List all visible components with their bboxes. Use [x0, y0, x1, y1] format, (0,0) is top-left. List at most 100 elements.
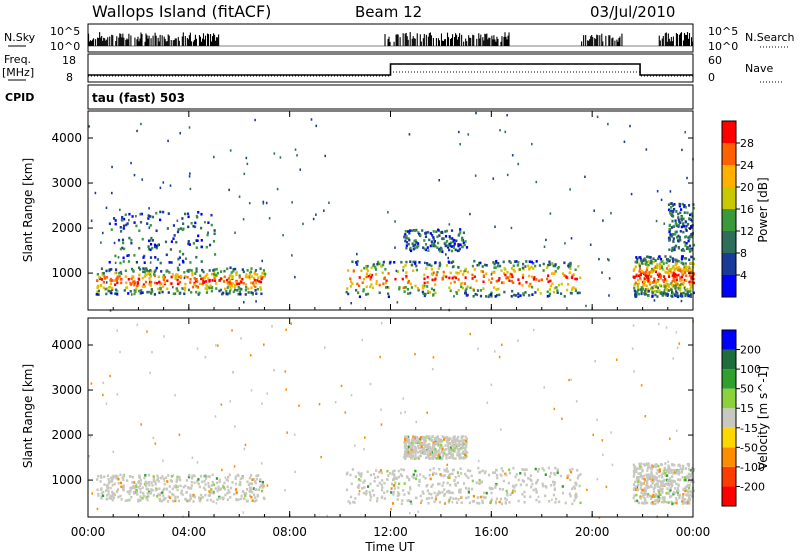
echo-cell: [100, 487, 103, 490]
echo-cell: [127, 253, 130, 257]
echo-cell: [449, 271, 452, 275]
echo-cell: [389, 260, 392, 264]
echo-cell: [406, 440, 409, 444]
echo-cell: [438, 438, 441, 441]
echo-cell: [201, 480, 204, 484]
echo-cell: [677, 212, 680, 216]
echo-noise: [675, 429, 678, 432]
echo-cell: [262, 269, 266, 272]
echo-cell: [666, 479, 670, 483]
echo-cell: [193, 495, 196, 498]
echo-cell: [681, 502, 685, 505]
echo-cell: [132, 484, 135, 488]
echo-cell: [459, 467, 462, 471]
echo-cell: [139, 498, 142, 502]
echo-cell: [641, 288, 645, 291]
echo-cell: [657, 464, 660, 468]
echo-noise: [469, 212, 471, 216]
echo-cell: [179, 484, 182, 488]
echo-cell: [447, 476, 450, 479]
echo-cell: [419, 446, 422, 450]
echo-cell: [433, 455, 436, 459]
echo-noise: [506, 173, 509, 177]
echo-cell: [181, 228, 184, 232]
echo-cell: [679, 277, 682, 280]
echo-cell: [470, 474, 473, 478]
echo-cell: [432, 457, 435, 460]
echo-cell: [642, 494, 645, 498]
echo-cell: [691, 491, 694, 495]
echo-cell: [426, 262, 429, 265]
echo-cell: [204, 483, 207, 486]
echo-cell: [664, 278, 667, 281]
echo-cell: [365, 272, 369, 275]
echo-cell: [508, 471, 512, 475]
nsky-bar: [486, 33, 488, 46]
echo-cell: [542, 484, 545, 488]
echo-cell: [126, 499, 129, 502]
echo-cell: [416, 456, 419, 460]
echo-cell: [125, 281, 128, 284]
echo-cell: [168, 271, 171, 274]
echo-cell: [213, 253, 217, 256]
echo-cell: [675, 498, 678, 502]
nsky-bar: [444, 39, 447, 46]
echo-cell: [667, 271, 670, 274]
echo-cell: [408, 229, 412, 232]
echo-noise: [323, 209, 325, 212]
echo-noise: [196, 461, 199, 464]
echo-cell: [147, 473, 151, 477]
nsky-bar: [614, 40, 616, 46]
echo-noise: [120, 272, 123, 276]
nsky-bar: [441, 40, 444, 46]
echo-cell: [446, 437, 449, 441]
echo-cell: [448, 242, 451, 246]
echo-cell: [689, 493, 692, 497]
echo-cell: [248, 476, 251, 480]
nsky-bar: [116, 36, 118, 46]
echo-cell: [148, 280, 152, 284]
echo-cell: [248, 276, 251, 280]
nsky-bar: [202, 33, 205, 46]
echo-cell: [129, 489, 132, 493]
echo-cell: [689, 227, 692, 230]
echo-cell: [383, 497, 386, 500]
echo-cell: [646, 272, 650, 275]
echo-cell: [553, 488, 556, 492]
echo-cell: [659, 493, 662, 497]
echo-cell: [532, 261, 535, 265]
echo-cell: [252, 477, 255, 481]
echo-cell: [457, 271, 460, 275]
echo-cell: [685, 293, 689, 296]
echo-cell: [684, 262, 687, 266]
echo-cell: [110, 494, 113, 498]
echo-cell: [683, 278, 686, 282]
echo-noise: [535, 180, 538, 184]
echo-cell: [669, 255, 672, 259]
echo-cell: [443, 468, 446, 472]
echo-cell: [121, 487, 125, 491]
echo-cell: [426, 454, 429, 457]
echo-cell: [147, 495, 150, 498]
echo-cell: [210, 289, 213, 293]
echo-cell: [441, 237, 444, 241]
echo-noise: [102, 393, 104, 397]
nsky-bar: [617, 41, 619, 46]
echo-cell: [450, 261, 453, 264]
echo-cell: [244, 492, 248, 495]
echo-cell: [412, 244, 415, 248]
echo-cell: [505, 276, 508, 280]
echo-cell: [646, 466, 650, 469]
echo-cell: [444, 241, 447, 245]
echo-noise: [602, 219, 604, 222]
echo-cell: [643, 477, 646, 481]
echo-cell: [674, 496, 678, 500]
echo-cell: [128, 492, 131, 496]
echo-cell: [493, 471, 497, 474]
echo-cell: [110, 480, 114, 483]
echo-cell: [673, 267, 676, 271]
echo-noise: [492, 177, 495, 180]
echo-cell: [681, 495, 685, 498]
echo-cell: [170, 261, 173, 264]
echo-cell: [438, 264, 441, 268]
